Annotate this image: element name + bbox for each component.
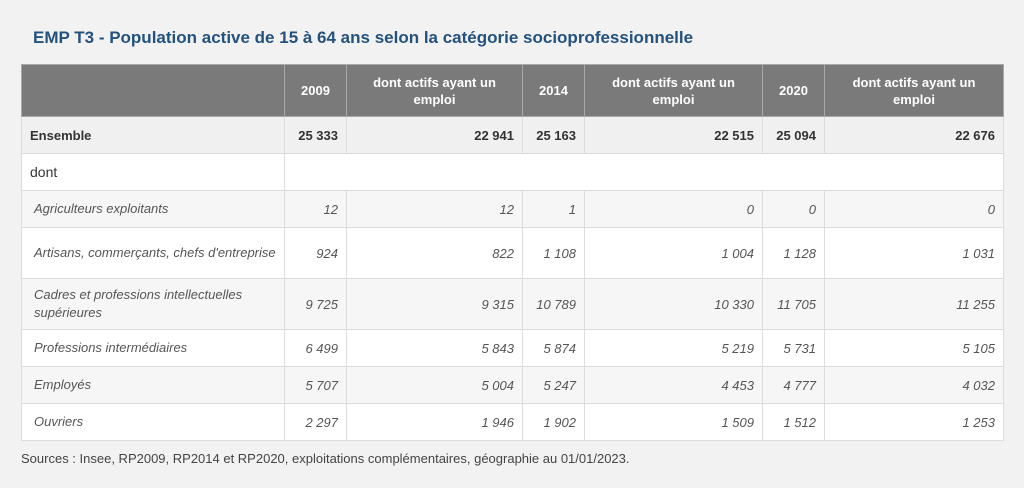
table-row: Employés 5 707 5 004 5 247 4 453 4 777 4… (21, 366, 1004, 404)
cell: 924 (284, 227, 347, 279)
cell: 10 330 (584, 278, 763, 330)
cell: 5 707 (284, 366, 347, 404)
cell: 10 789 (522, 278, 585, 330)
header-2009-emploi: dont actifs ayant un emploi (346, 64, 523, 117)
cell: 1 (522, 190, 585, 228)
header-category (21, 64, 285, 117)
row-label: Ouvriers (21, 403, 285, 441)
cell: 4 453 (584, 366, 763, 404)
cell: 5 874 (522, 329, 585, 367)
cell: 1 128 (762, 227, 825, 279)
ensemble-row: Ensemble 25 333 22 941 25 163 22 515 25 … (21, 116, 1004, 154)
header-2020: 2020 (762, 64, 825, 117)
cell: 1 031 (824, 227, 1004, 279)
cell: 9 725 (284, 278, 347, 330)
table-row: Agriculteurs exploitants 12 12 1 0 0 0 (21, 190, 1004, 228)
cell: 1 512 (762, 403, 825, 441)
header-2020-emploi: dont actifs ayant un emploi (824, 64, 1004, 117)
row-label: Cadres et professions intellectuelles su… (21, 278, 285, 330)
table-row: Artisans, commerçants, chefs d'entrepris… (21, 227, 1004, 279)
cell: 822 (346, 227, 523, 279)
cell: 25 094 (762, 116, 825, 154)
cell: 5 731 (762, 329, 825, 367)
cell: 0 (584, 190, 763, 228)
cell: 5 105 (824, 329, 1004, 367)
emp-t3-table: 2009 dont actifs ayant un emploi 2014 do… (21, 64, 1004, 441)
cell: 4 032 (824, 366, 1004, 404)
dont-label: dont (21, 153, 285, 191)
row-label: Agriculteurs exploitants (21, 190, 285, 228)
table-title: EMP T3 - Population active de 15 à 64 an… (33, 28, 694, 47)
cell: 5 004 (346, 366, 523, 404)
cell: 0 (824, 190, 1004, 228)
header-row: 2009 dont actifs ayant un emploi 2014 do… (21, 64, 1004, 117)
cell: 0 (762, 190, 825, 228)
cell: 11 705 (762, 278, 825, 330)
header-2009: 2009 (284, 64, 347, 117)
sources-note: Sources : Insee, RP2009, RP2014 et RP202… (21, 451, 630, 466)
cell: 12 (346, 190, 523, 228)
cell: 22 941 (346, 116, 523, 154)
dont-empty (284, 153, 1004, 191)
cell: 4 777 (762, 366, 825, 404)
cell: 1 004 (584, 227, 763, 279)
cell: 1 902 (522, 403, 585, 441)
cell: 25 163 (522, 116, 585, 154)
table-row: Cadres et professions intellectuelles su… (21, 278, 1004, 330)
table-row: Professions intermédiaires 6 499 5 843 5… (21, 329, 1004, 367)
cell: 11 255 (824, 278, 1004, 330)
cell: 22 676 (824, 116, 1004, 154)
header-2014: 2014 (522, 64, 585, 117)
row-label: Professions intermédiaires (21, 329, 285, 367)
cell: 1 946 (346, 403, 523, 441)
row-label: Employés (21, 366, 285, 404)
cell: 6 499 (284, 329, 347, 367)
cell: 12 (284, 190, 347, 228)
cell: 2 297 (284, 403, 347, 441)
cell: 1 253 (824, 403, 1004, 441)
table-row: Ouvriers 2 297 1 946 1 902 1 509 1 512 1… (21, 403, 1004, 441)
row-label: Ensemble (21, 116, 285, 154)
cell: 5 843 (346, 329, 523, 367)
cell: 5 219 (584, 329, 763, 367)
header-2014-emploi: dont actifs ayant un emploi (584, 64, 763, 117)
dont-row: dont (21, 153, 1004, 191)
cell: 9 315 (346, 278, 523, 330)
cell: 1 108 (522, 227, 585, 279)
cell: 1 509 (584, 403, 763, 441)
cell: 22 515 (584, 116, 763, 154)
cell: 5 247 (522, 366, 585, 404)
cell: 25 333 (284, 116, 347, 154)
row-label: Artisans, commerçants, chefs d'entrepris… (21, 227, 285, 279)
